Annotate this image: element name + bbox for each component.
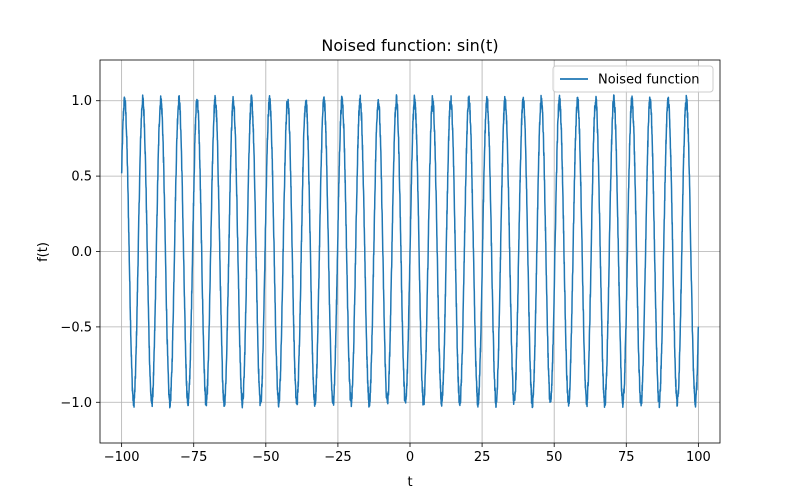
- chart-title: Noised function: sin(t): [321, 36, 498, 55]
- axes: −100 −75 −50 −25 0 25 50 75 100 1.0 0.5 0.0 −0.5 −1.0: [60, 59, 721, 465]
- y-tick-label: 1.0: [71, 94, 92, 109]
- y-tick-label: 0.5: [71, 170, 92, 185]
- x-tick-label: 25: [474, 450, 491, 465]
- y-tick-label: −1.0: [60, 396, 92, 411]
- y-tick-label: −0.5: [60, 320, 92, 335]
- legend-label: Noised function: [598, 73, 700, 88]
- x-tick-label: 100: [686, 450, 711, 465]
- x-tick-label: 50: [546, 450, 563, 465]
- x-tick-label: 75: [618, 450, 635, 465]
- x-tick-label: −100: [104, 450, 140, 465]
- plot-data: [120, 94, 700, 409]
- series-line: [120, 94, 700, 409]
- legend-box: [552, 65, 714, 93]
- legend: Noised function: [552, 65, 714, 93]
- x-tick-label: −50: [252, 450, 279, 465]
- x-tick-label: −75: [180, 450, 207, 465]
- x-axis-label: t: [407, 475, 412, 490]
- y-tick-label: 0.0: [71, 245, 92, 260]
- x-tick-label: −25: [324, 450, 351, 465]
- x-tick-label: 0: [406, 450, 414, 465]
- y-axis-label: f(t): [36, 242, 51, 262]
